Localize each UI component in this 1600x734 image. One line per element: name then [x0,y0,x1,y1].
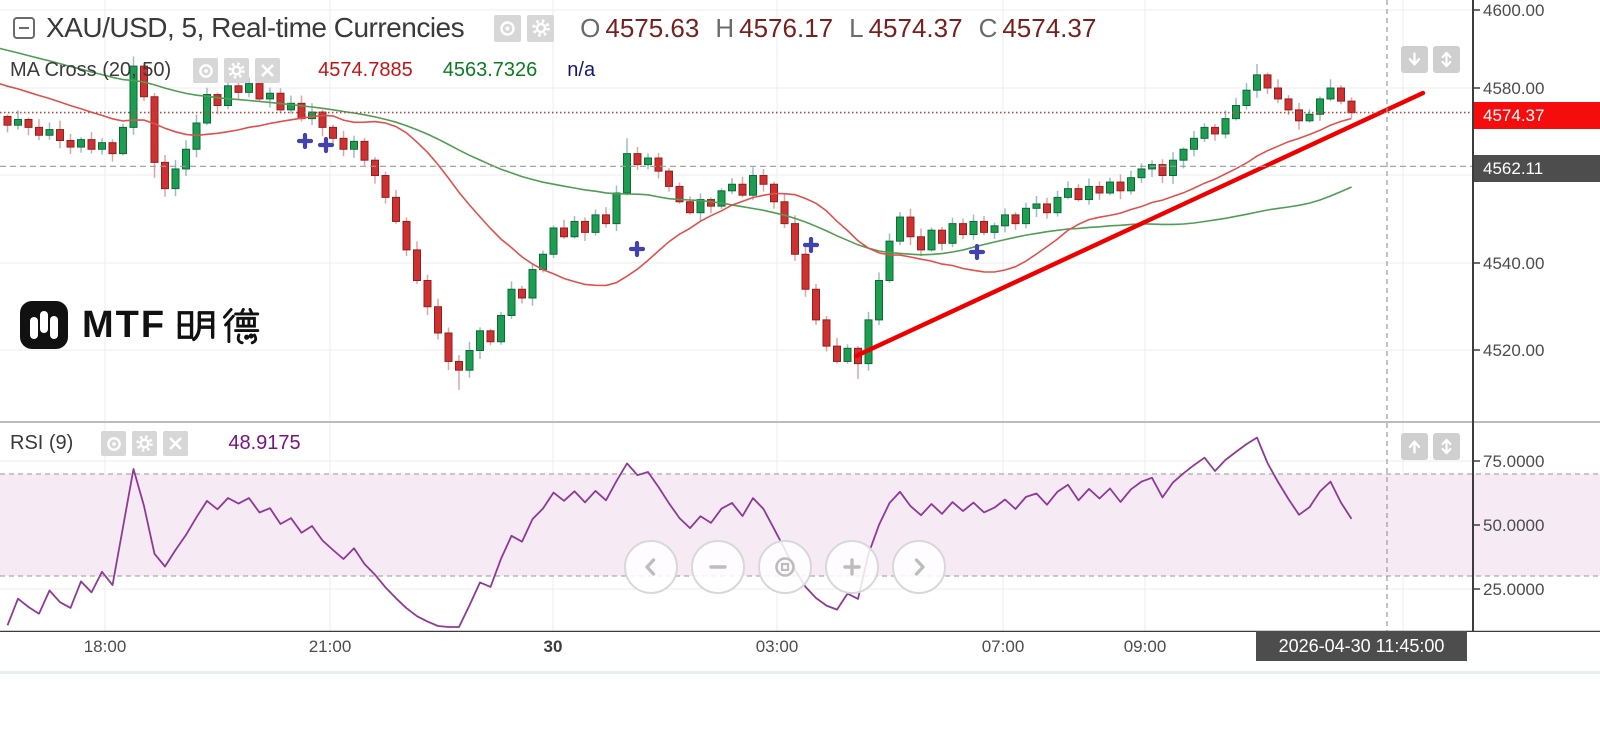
close-label: C [978,12,998,43]
rsi-header: RSI (9) 48.9175 [10,431,301,456]
rsi-value: 48.9175 [228,432,301,454]
rsi-scale-updown-button[interactable] [1433,433,1460,460]
eye-icon [107,436,121,451]
ohlc-readout: O 4575.63 H 4576.17 L 4574.37 C 4574.37 [580,13,1096,44]
zoom-in-button[interactable] [825,540,879,594]
close-value: 4574.37 [1002,12,1097,43]
symbol-eye-button[interactable] [494,14,522,42]
open-value: 4575.63 [605,12,700,43]
gear-icon [228,62,245,79]
high-label: H [715,12,735,43]
crosshair-time-badge: 2026-04-30 11:45:00 [1256,631,1467,661]
mtf-logo-icon [20,301,68,349]
rsi-axis-label: 25.0000 [1483,580,1545,599]
rsi-axis-label: 75.0000 [1483,452,1545,471]
rsi-eye-button[interactable] [101,431,127,456]
rsi-settings-button[interactable] [132,431,158,456]
arrow-updown-icon [1441,51,1452,68]
reset-chart-button[interactable] [758,540,812,594]
logo-chinese-char-ming [177,311,215,342]
rsi-close-button[interactable] [163,431,189,456]
arrow-up-icon [1408,440,1421,454]
chart-canvas[interactable] [0,0,1600,632]
price-axis-label: 4520.00 [1483,341,1545,360]
ma-cross-header: MA Cross (20, 50) 4574.7885 4563.7326 n/… [10,58,595,83]
symbol-header: XAU/USD, 5, Real-time Currencies O 4575.6… [12,12,1096,44]
close-icon [169,437,183,450]
plus-icon [843,558,861,576]
crosshair-price-badge: 4562.11 [1474,155,1600,182]
reset-icon [775,557,795,577]
time-axis-label: 09:00 [1123,637,1167,656]
collapse-pane-icon[interactable] [12,16,36,40]
rsi-scale-up-button[interactable] [1401,433,1428,460]
bottom-strip [0,671,1600,674]
eye-icon [198,63,213,78]
rsi-name: RSI (9) [10,432,74,454]
arrow-updown-icon [1441,438,1452,455]
low-label: L [849,12,864,43]
minus-icon [709,565,727,569]
ma-signal-value: n/a [567,59,596,81]
indicator-name: MA Cross (20, 50) [10,59,172,81]
open-label: O [580,12,601,43]
price-scale-updown-button[interactable] [1433,46,1460,73]
low-value: 4574.37 [868,12,963,43]
mtf-logo: MTF [20,301,260,349]
arrow-down-icon [1408,52,1421,66]
high-value: 4576.17 [739,12,834,43]
close-icon [261,64,275,77]
scroll-right-button[interactable] [892,540,946,594]
indicator-settings-button[interactable] [224,58,250,83]
eye-icon [500,20,515,36]
price-scale-down-button[interactable] [1401,46,1428,73]
indicator-eye-button[interactable] [193,58,219,83]
time-axis-label: 03:00 [755,637,799,656]
symbol-title: XAU/USD, 5, Real-time Currencies [46,12,465,43]
time-axis-label: 18:00 [83,637,127,656]
chevron-right-icon [914,558,925,576]
symbol-settings-button[interactable] [527,14,555,42]
time-axis-label: 07:00 [981,637,1025,656]
zoom-out-button[interactable] [691,540,745,594]
ma-slow-value: 4563.7326 [442,59,538,81]
mtf-logo-text: MTF [82,303,167,346]
logo-chinese-char-de [223,308,260,345]
time-axis-label: 30 [543,637,563,656]
indicator-close-button[interactable] [255,58,281,83]
gear-icon [136,435,154,452]
gear-icon [531,19,550,37]
price-axis-label: 4540.00 [1483,254,1545,273]
last-price-badge: 4574.37 [1474,102,1600,129]
price-axis-label: 4580.00 [1483,79,1545,98]
scroll-left-button[interactable] [624,540,678,594]
ma-fast-value: 4574.7885 [318,59,413,81]
price-axis-label: 4600.00 [1483,1,1545,20]
rsi-axis-label: 50.0000 [1483,516,1545,535]
time-axis-label: 21:00 [308,637,352,656]
chevron-left-icon [645,558,656,576]
